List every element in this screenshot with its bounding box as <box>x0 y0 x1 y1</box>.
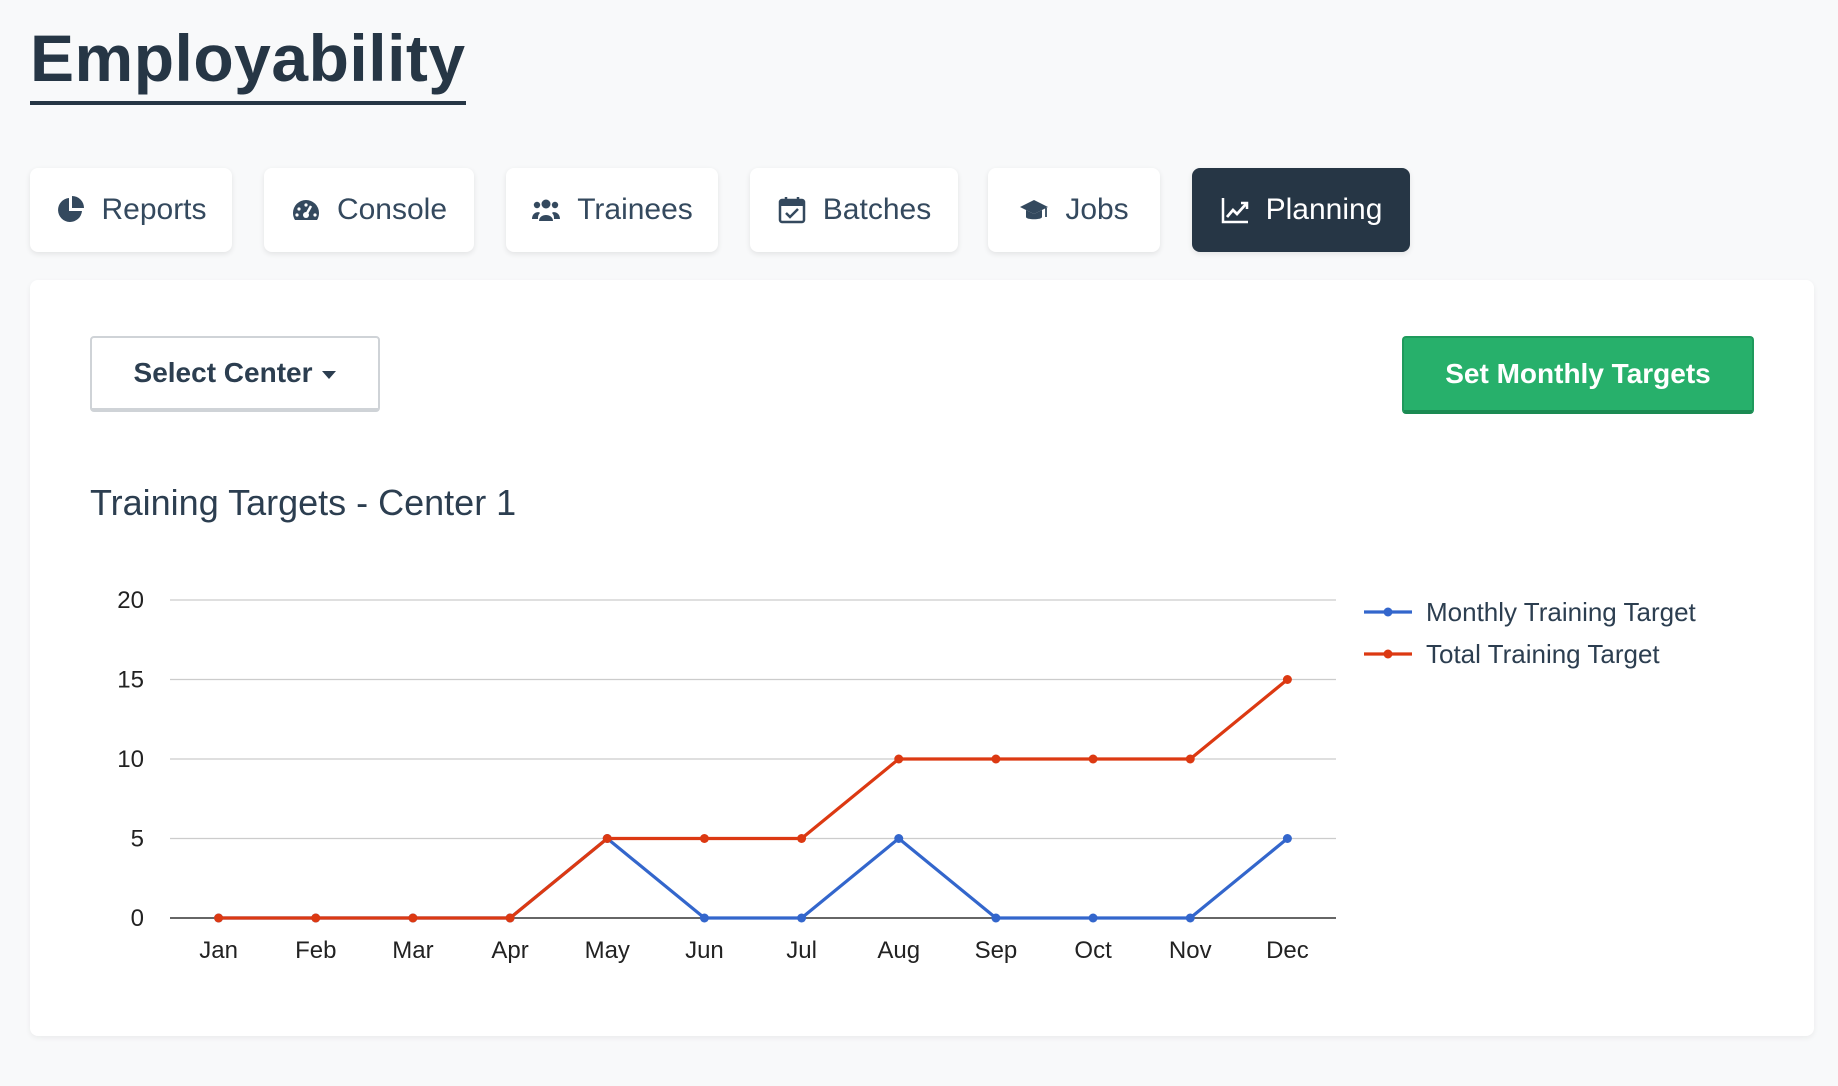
data-point <box>408 913 418 923</box>
set-monthly-targets-label: Set Monthly Targets <box>1445 358 1711 389</box>
x-tick-label: Mar <box>392 937 433 964</box>
tab-batches[interactable]: Batches <box>750 168 958 252</box>
data-point <box>1088 754 1098 764</box>
tab-reports[interactable]: Reports <box>30 168 232 252</box>
tab-label: Batches <box>822 193 932 226</box>
legend-label: Monthly Training Target <box>1426 597 1697 627</box>
tab-label: Console <box>336 193 448 226</box>
data-point <box>602 834 612 843</box>
legend-marker <box>1383 607 1393 617</box>
x-tick-label: Oct <box>1074 937 1112 964</box>
y-tick-label: 5 <box>131 826 144 853</box>
planning-panel: Select Center Set Monthly Targets Traini… <box>30 280 1814 1036</box>
x-tick-label: Jul <box>786 937 817 964</box>
series-line-0 <box>218 836 1289 920</box>
data-point <box>894 834 904 843</box>
data-point <box>1185 754 1195 764</box>
x-tick-label: Nov <box>1169 937 1212 964</box>
x-tick-label: Jun <box>685 937 724 964</box>
set-monthly-targets-button[interactable]: Set Monthly Targets <box>1402 336 1754 414</box>
data-point <box>214 913 224 923</box>
legend-marker <box>1383 649 1393 659</box>
caret-down-icon <box>322 371 337 379</box>
line-chart: 0 5 10 15 20 Jan Feb Mar Apr May Jun Jul Aug Sep Oct No… <box>117 587 1697 964</box>
calendar-check-icon <box>777 195 807 225</box>
y-tick-label: 20 <box>117 587 144 614</box>
dashboard-icon <box>291 195 321 225</box>
select-center-label: Select Center <box>133 357 313 388</box>
y-tick-label: 10 <box>117 746 144 773</box>
x-tick-label: Aug <box>877 937 920 964</box>
legend-label: Total Training Target <box>1426 639 1660 669</box>
data-point <box>699 913 709 923</box>
x-tick-label: Apr <box>491 937 528 964</box>
data-point <box>1088 913 1098 923</box>
app-title: Employability <box>30 22 466 105</box>
x-tick-label: Feb <box>295 937 336 964</box>
data-point <box>1282 675 1292 684</box>
data-point <box>1185 913 1195 923</box>
data-point <box>505 913 515 923</box>
tab-label: Reports <box>101 193 207 226</box>
data-point <box>311 913 321 923</box>
tab-label: Jobs <box>1065 193 1129 226</box>
data-point <box>797 913 807 923</box>
x-tick-label: May <box>585 937 630 964</box>
tab-trainees[interactable]: Trainees <box>506 168 718 252</box>
y-tick-label: 15 <box>117 667 144 694</box>
tab-label: Trainees <box>577 193 693 226</box>
data-point <box>797 834 807 843</box>
graduation-cap-icon <box>1019 195 1049 225</box>
x-tick-label: Jan <box>199 937 238 964</box>
tab-console[interactable]: Console <box>264 168 474 252</box>
select-center-dropdown[interactable]: Select Center <box>90 336 380 412</box>
pie-chart-icon <box>55 195 85 225</box>
users-icon <box>531 195 561 225</box>
x-tick-label: Sep <box>975 937 1018 964</box>
tab-label: Planning <box>1265 193 1383 226</box>
x-tick-label: Dec <box>1266 937 1309 964</box>
y-tick-label: 0 <box>131 905 144 932</box>
data-point <box>1282 834 1292 843</box>
chart-title: Training Targets - Center 1 <box>90 482 517 523</box>
tab-planning[interactable]: Planning <box>1192 168 1410 252</box>
tab-jobs[interactable]: Jobs <box>988 168 1160 252</box>
data-point <box>991 913 1001 923</box>
series-line-1 <box>218 678 1289 920</box>
data-point <box>894 754 904 764</box>
line-chart-icon <box>1220 195 1250 225</box>
data-point <box>699 834 709 843</box>
data-point <box>991 754 1001 764</box>
